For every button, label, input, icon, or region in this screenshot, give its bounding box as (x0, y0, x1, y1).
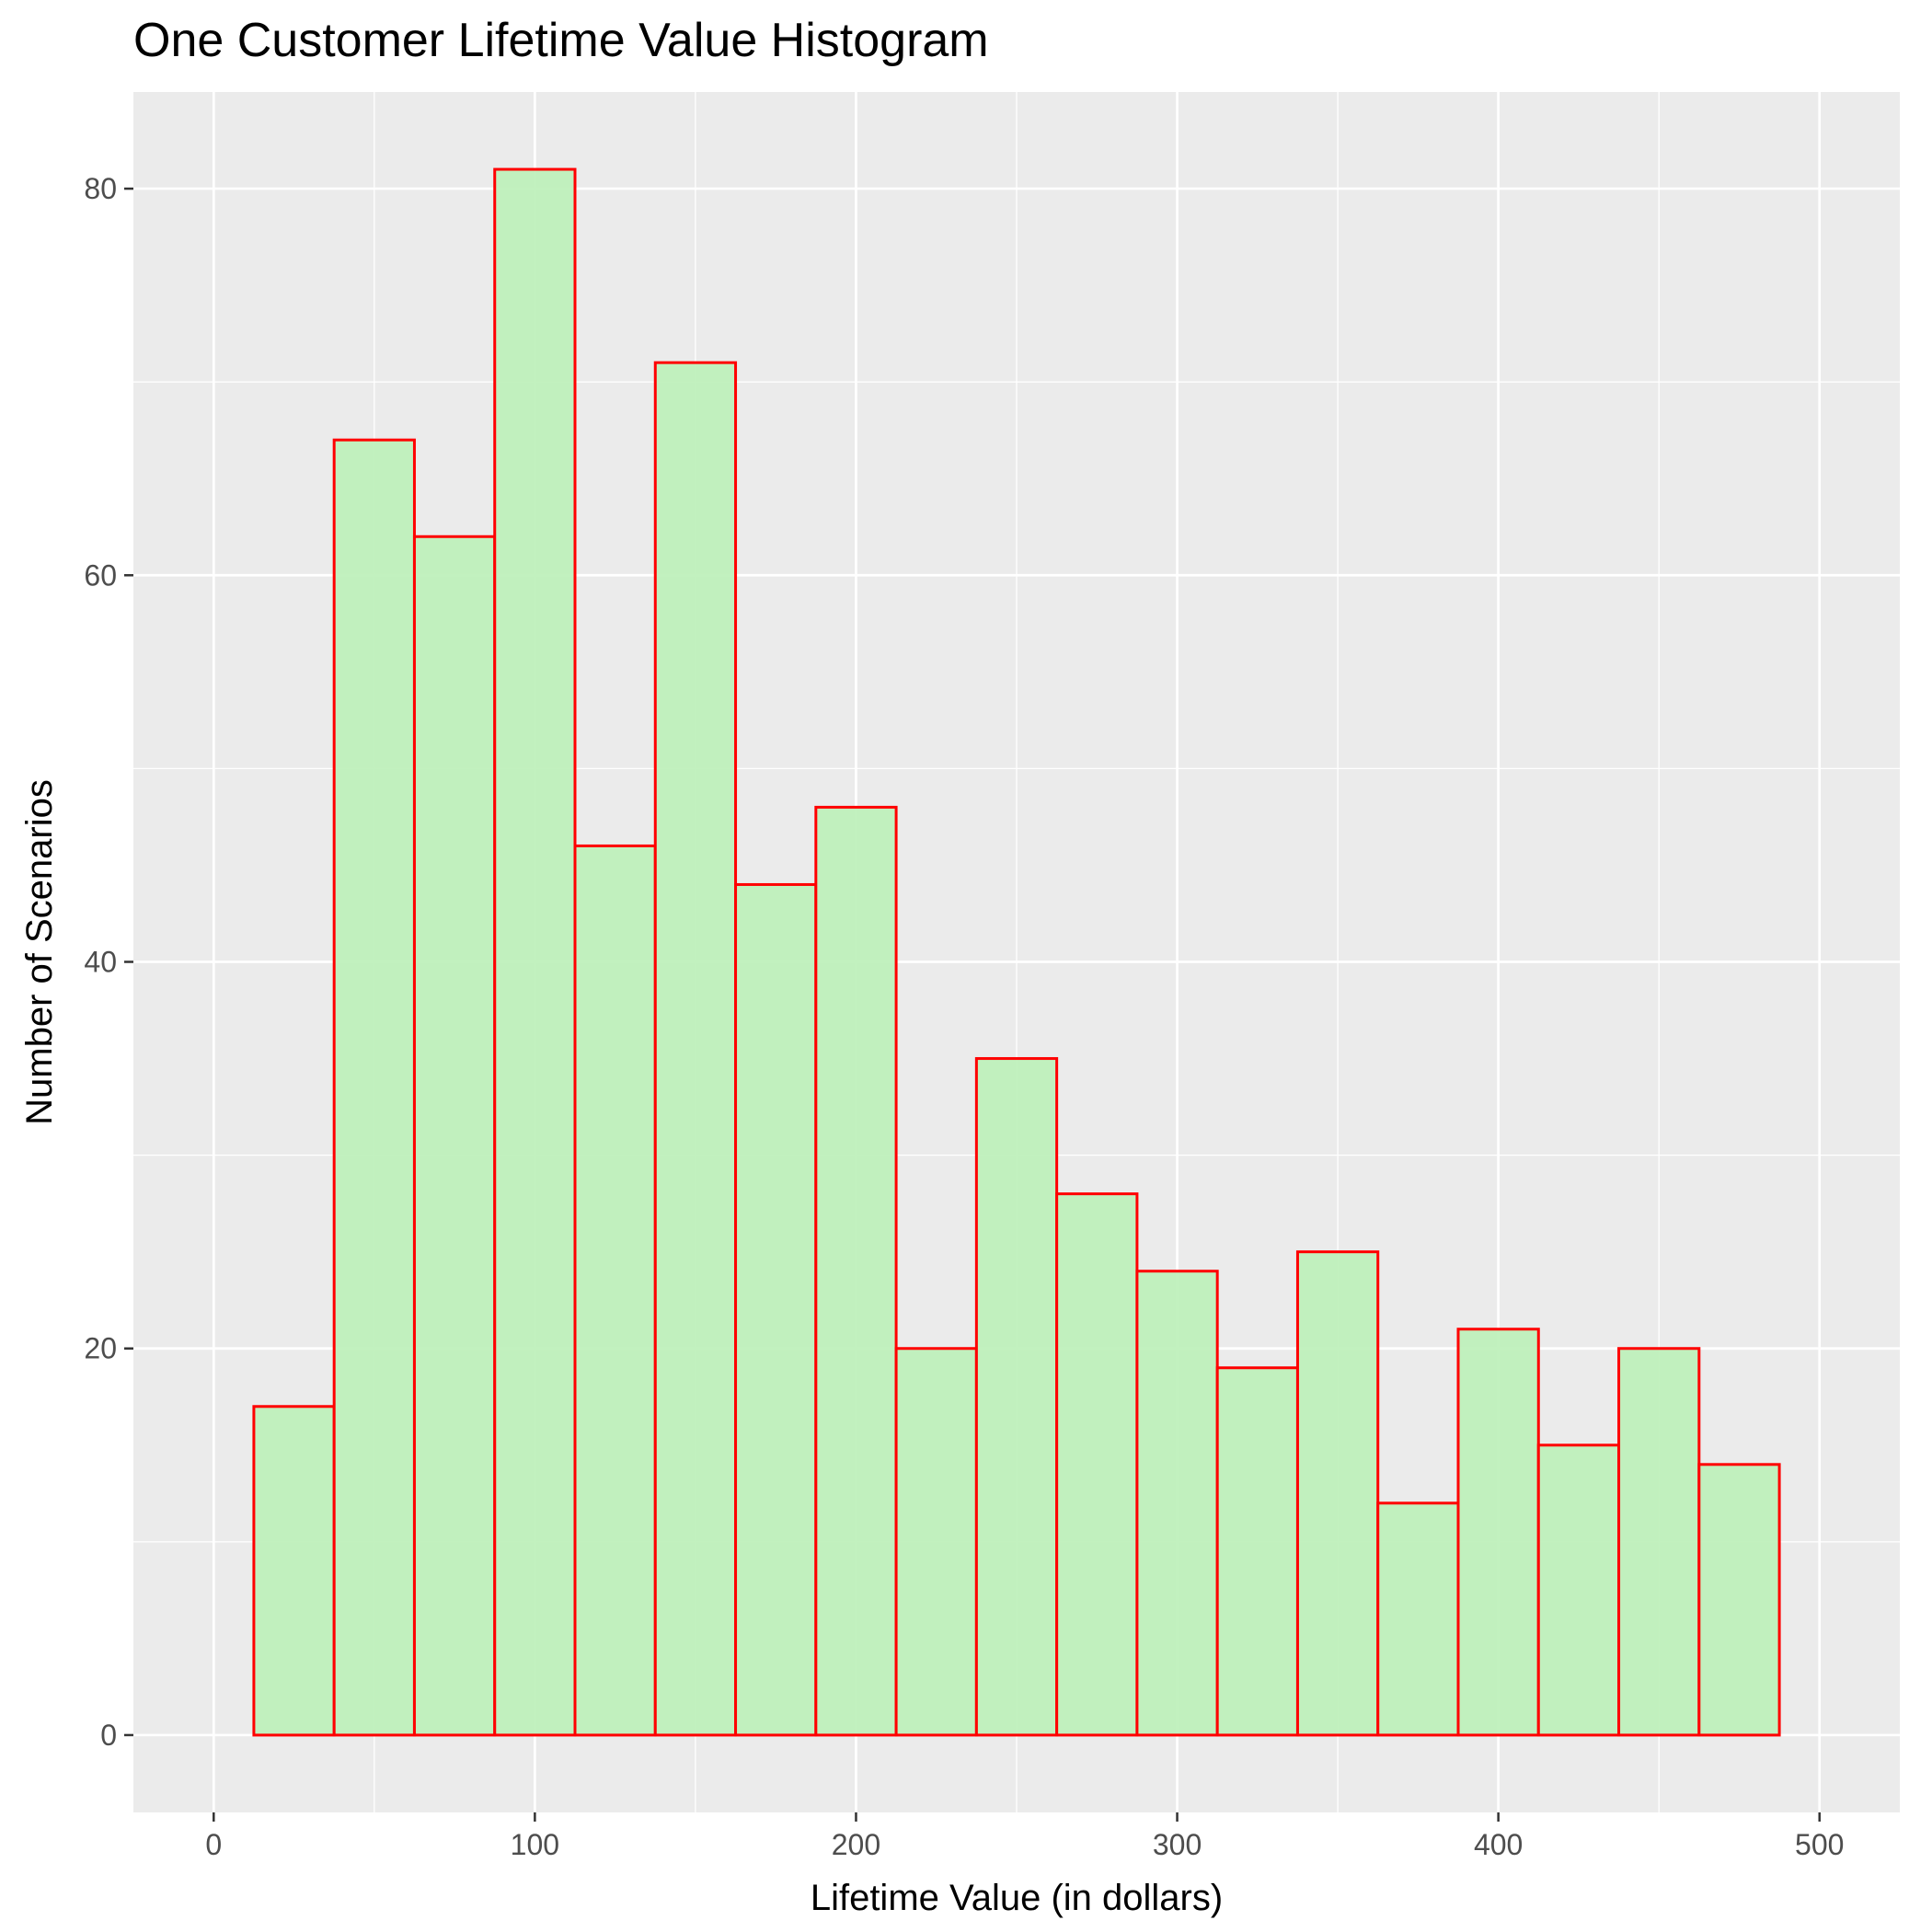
x-tick-label: 200 (832, 1828, 880, 1861)
histogram-bar (1295, 1250, 1380, 1737)
histogram-bar (493, 167, 577, 1737)
x-tick-label: 500 (1795, 1828, 1844, 1861)
histogram-bar (1055, 1192, 1139, 1737)
histogram-bar (1697, 1463, 1781, 1737)
histogram-bar (734, 882, 818, 1737)
axis-ticks (124, 187, 1821, 1822)
histogram-bar (1376, 1501, 1460, 1737)
histogram-bar (573, 844, 657, 1737)
y-tick-label: 40 (84, 946, 117, 979)
histogram-bar (332, 438, 416, 1737)
histogram-bar (894, 1347, 978, 1737)
chart-title: One Customer Lifetime Value Histogram (133, 14, 989, 67)
histogram-bar (1456, 1328, 1540, 1737)
x-tick-label: 0 (205, 1828, 222, 1861)
histogram-bar (1617, 1347, 1701, 1737)
y-axis-title: Number of Scenarios (19, 779, 60, 1125)
histogram-bar (1215, 1366, 1299, 1737)
y-tick-label: 0 (100, 1719, 117, 1752)
histogram-bar (1135, 1270, 1219, 1737)
histogram-bar (974, 1057, 1059, 1737)
y-tick-label: 60 (84, 558, 117, 592)
histogram-bar (412, 535, 497, 1737)
x-tick-label: 300 (1153, 1828, 1202, 1861)
histogram-bar (1536, 1443, 1621, 1737)
histogram-bar (814, 805, 898, 1737)
x-tick-label: 400 (1474, 1828, 1523, 1861)
x-axis-title: Lifetime Value (in dollars) (811, 1878, 1223, 1918)
axis-tick-labels: 0 100 200 300 400 500 0 20 40 60 80 (84, 172, 1844, 1861)
histogram-bar (252, 1405, 336, 1737)
x-tick-label: 100 (511, 1828, 559, 1861)
y-tick-label: 80 (84, 172, 117, 205)
histogram-bar (653, 361, 738, 1737)
y-tick-label: 20 (84, 1332, 117, 1365)
histogram-bars (252, 167, 1781, 1737)
